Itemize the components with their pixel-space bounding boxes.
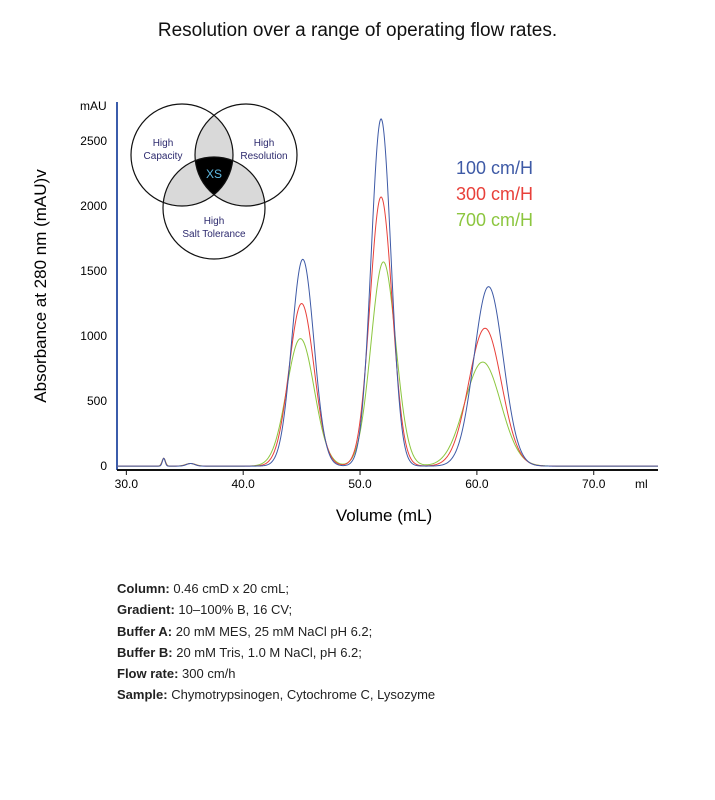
venn-overlap-ac	[163, 157, 233, 206]
experiment-notes: Column: 0.46 cmD x 20 cmL; Gradient: 10–…	[117, 578, 435, 706]
x-tick-label: 50.0	[348, 477, 372, 491]
venn-center-label: XS	[206, 167, 222, 181]
note-sample: Sample: Chymotrypsinogen, Cytochrome C, …	[117, 687, 436, 703]
series-line	[117, 118, 658, 467]
y-tick-label: 1000	[80, 329, 107, 343]
x-tick-label: 70.0	[582, 477, 606, 491]
x-tick-label: 30.0	[115, 477, 139, 491]
venn-diagram: High Capacity High Resolution High Salt Tol…	[130, 103, 298, 260]
x-tick-label: 40.0	[232, 477, 256, 491]
legend-entry: 300 cm/H	[456, 184, 533, 204]
y-tick-label: 2000	[80, 199, 107, 213]
x-axis-title: Volume (mL)	[336, 506, 432, 525]
y-unit-label: mAU	[80, 99, 107, 113]
venn-label-resolution: High Resolution	[240, 138, 287, 162]
y-tick-label: 2500	[80, 134, 107, 148]
chart-title: Resolution over a range of operating flo…	[157, 20, 558, 41]
note-flow-rate: Flow rate: 300 cm/h	[117, 666, 236, 682]
venn-overlap-bc	[195, 157, 265, 206]
x-unit-label: ml	[635, 477, 648, 491]
y-tick-label: 1500	[80, 264, 107, 278]
note-buffer-a: Buffer A: 20 mM MES, 25 mM NaCl pH 6.2;	[117, 623, 373, 639]
note-column: Column: 0.46 cmD x 20 cmL;	[117, 581, 289, 596]
y-tick-label: 500	[87, 394, 107, 408]
venn-label-capacity: High Capacity	[144, 138, 183, 162]
y-tick-label: 0	[100, 459, 107, 473]
y-axis-title: Absorbance at 280 nm (mAU)v	[31, 169, 50, 403]
venn-label-salt: High Salt Tolerance	[182, 216, 246, 240]
legend: 100 cm/H 300 cm/H 700 cm/H	[456, 158, 533, 230]
note-gradient: Gradient: 10–100% B, 16 CV;	[117, 602, 293, 618]
note-buffer-b: Buffer B: 20 mM Tris, 1.0 M NaCl, pH 6.2…	[117, 644, 362, 660]
legend-entry: 700 cm/H	[456, 210, 533, 230]
legend-entry: 100 cm/H	[456, 158, 533, 178]
series-line	[117, 261, 658, 467]
x-tick-label: 60.0	[465, 477, 489, 491]
